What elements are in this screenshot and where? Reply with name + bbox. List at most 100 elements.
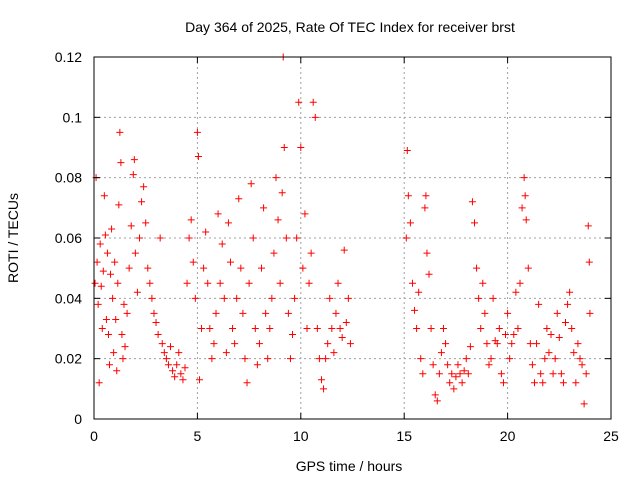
- data-point: [342, 318, 350, 326]
- y-tick-label: 0: [74, 411, 82, 427]
- data-point: [162, 355, 170, 363]
- data-point: [175, 349, 183, 357]
- data-point: [127, 222, 135, 230]
- data-point: [437, 349, 445, 357]
- y-tick-label: 0.1: [63, 109, 83, 125]
- data-point: [553, 309, 561, 317]
- data-point: [179, 376, 187, 384]
- data-point: [471, 219, 479, 227]
- data-point: [258, 264, 266, 272]
- data-point: [446, 379, 454, 387]
- data-point: [154, 331, 162, 339]
- y-tick-label: 0.12: [55, 49, 82, 65]
- data-point: [114, 279, 122, 287]
- x-tick-label: 25: [603, 428, 619, 444]
- data-point: [133, 288, 141, 296]
- x-tick-label: 10: [293, 428, 309, 444]
- data-point: [212, 309, 220, 317]
- data-point: [313, 325, 321, 332]
- data-point: [464, 370, 472, 378]
- data-point: [524, 264, 532, 272]
- data-point: [104, 331, 112, 339]
- data-point: [169, 367, 177, 375]
- data-point: [144, 264, 152, 272]
- data-point: [570, 349, 578, 357]
- data-point: [129, 171, 137, 179]
- data-point: [158, 340, 166, 348]
- data-point: [301, 210, 309, 218]
- data-point: [208, 355, 216, 363]
- data-point: [98, 325, 106, 332]
- data-point: [415, 288, 423, 296]
- data-point: [150, 309, 158, 317]
- data-point: [102, 315, 110, 323]
- data-point: [317, 376, 325, 384]
- data-point: [299, 264, 307, 272]
- data-point: [278, 189, 286, 197]
- data-point: [506, 355, 514, 363]
- data-point: [231, 340, 239, 348]
- data-point: [171, 373, 179, 381]
- data-point: [284, 309, 292, 317]
- data-point: [422, 192, 430, 200]
- data-point: [117, 159, 125, 167]
- data-point: [103, 249, 111, 257]
- data-point: [291, 294, 299, 302]
- data-point: [431, 391, 439, 399]
- data-point: [255, 340, 263, 348]
- data-point: [403, 147, 411, 155]
- data-point: [562, 318, 570, 326]
- data-point: [216, 279, 224, 287]
- data-point: [514, 325, 522, 332]
- data-point: [526, 340, 534, 348]
- data-point: [572, 379, 580, 387]
- data-point: [404, 192, 412, 200]
- data-point: [468, 198, 476, 206]
- data-point: [466, 343, 474, 351]
- data-point: [274, 216, 282, 224]
- data-point: [533, 340, 541, 348]
- data-point: [94, 300, 102, 308]
- data-point: [425, 270, 433, 278]
- data-point: [239, 309, 247, 317]
- data-point: [528, 361, 536, 369]
- data-point: [328, 325, 336, 332]
- data-point: [187, 216, 195, 224]
- data-point: [322, 355, 330, 363]
- data-point: [286, 355, 294, 363]
- data-point: [112, 315, 120, 323]
- data-point: [417, 355, 425, 363]
- data-point: [131, 249, 139, 257]
- data-point: [226, 258, 234, 266]
- data-point: [280, 144, 288, 151]
- data-point: [266, 325, 274, 332]
- data-point: [262, 309, 270, 317]
- data-point: [123, 309, 131, 317]
- data-point: [497, 370, 505, 378]
- x-axis-label: GPS time / hours: [296, 458, 403, 474]
- data-point: [125, 264, 133, 272]
- data-point: [95, 379, 103, 387]
- data-point: [411, 306, 419, 314]
- data-point: [543, 325, 551, 332]
- data-point: [121, 343, 129, 351]
- data-point: [458, 379, 466, 387]
- data-point: [233, 294, 241, 302]
- data-point: [130, 156, 138, 164]
- data-point: [408, 279, 416, 287]
- data-point: [119, 355, 127, 363]
- data-point: [108, 225, 116, 233]
- y-tick-label: 0.02: [55, 351, 82, 367]
- data-point: [148, 294, 156, 302]
- data-point: [164, 361, 172, 369]
- data-point: [521, 192, 529, 200]
- data-point: [206, 325, 214, 332]
- data-point: [485, 361, 493, 369]
- data-point: [545, 349, 553, 357]
- data-point: [93, 258, 101, 266]
- data-point: [276, 279, 284, 287]
- data-point: [324, 340, 332, 348]
- data-point: [330, 349, 338, 357]
- data-point: [260, 204, 268, 212]
- data-point: [140, 183, 148, 191]
